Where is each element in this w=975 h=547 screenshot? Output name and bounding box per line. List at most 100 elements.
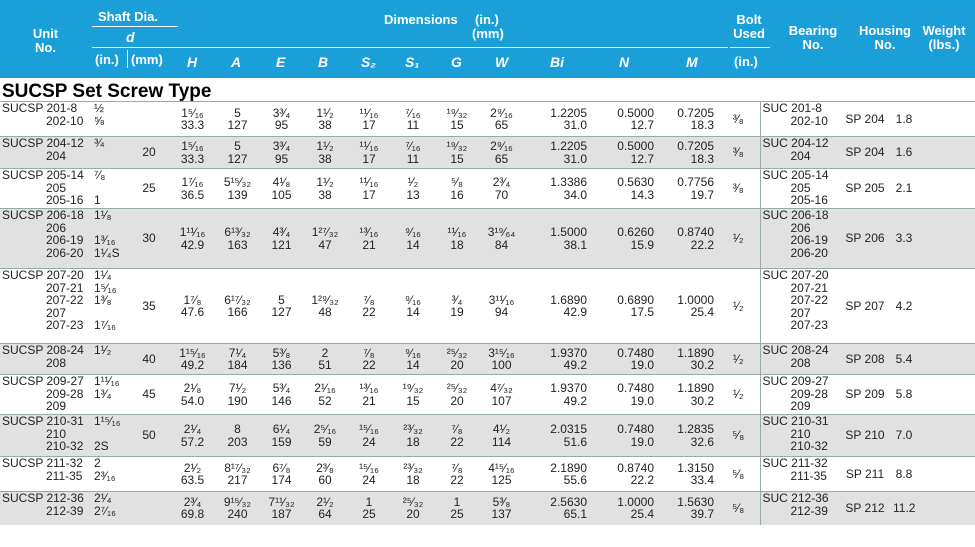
dim-a-cell: 5 127: [215, 101, 260, 137]
bolt-used: ⁵⁄₈: [732, 428, 745, 443]
weight-cell: 4.2: [893, 268, 915, 344]
bolt-used: ⁵⁄₈: [732, 466, 745, 481]
dim-s2-cell: ¹¹⁄₁₆ 17: [347, 168, 391, 209]
dim-b-value: 48: [318, 305, 332, 319]
bearing-no: 209: [790, 399, 811, 413]
table-row: SUCSP 201-8 202-10 ½ ⅝ 1⁵⁄₁₆ 33.3 5 127 3³⁄₄ 95 1¹…: [0, 101, 975, 137]
bolt-used: ¹⁄₂: [732, 387, 744, 402]
bearing-no: 210-32: [790, 439, 828, 453]
dim-h-cell: 2¹⁄₈ 54.0: [170, 374, 215, 415]
dim-m-cell: 1.5630 39.7: [657, 491, 717, 525]
dim-m-value: 32.6: [690, 434, 714, 449]
housing-no: SP 204: [845, 111, 885, 126]
dim-h-value: 42.9: [180, 237, 205, 252]
dim-n-value: 0.5000: [617, 139, 654, 153]
dim-e-value: 95: [274, 118, 289, 132]
col-m-header: M: [686, 54, 698, 70]
bearing-no-cell: SUC 201-8 202-10: [759, 101, 837, 137]
dim-h-value: 54.0: [180, 393, 205, 408]
dim-s1-cell: ²³⁄₃₂ 18: [391, 414, 435, 457]
dim-g-cell: ¹⁹⁄₃₂ 15: [435, 136, 479, 169]
dim-b-value: 1²⁷⁄₃₂: [311, 225, 339, 239]
shaft-dia-in: 1⁷⁄₁₆: [94, 318, 116, 332]
dim-h-cell: 1⁵⁄₁₆ 33.3: [170, 101, 215, 137]
bearing-no: 204: [790, 148, 811, 163]
dim-b-value: 1¹⁄₂: [316, 139, 334, 153]
dim-h-value: 2¹⁄₈: [183, 381, 202, 395]
shaft-in-mm-divider: [127, 50, 128, 68]
bolt-used: ¹⁄₂: [732, 231, 744, 246]
housing-no-cell: SP 204: [837, 136, 893, 169]
dim-b-value: 2¹⁄₁₆: [314, 381, 336, 395]
dim-e-value: 121: [271, 237, 292, 252]
dim-s2-value: 25: [362, 507, 376, 522]
dim-h-value: 2³⁄₄: [183, 494, 202, 509]
bearing-no-cell: SUC 208-24 208: [759, 343, 837, 375]
dim-m-cell: 0.7205 18.3: [657, 136, 717, 169]
dim-g-value: ¹¹⁄₁₆: [447, 225, 467, 239]
dim-e-value: 7¹¹⁄₃₂: [268, 494, 295, 509]
unit-no: 206-20: [46, 245, 84, 260]
dim-n-value: 0.5000: [617, 105, 654, 120]
row-end-cell: [915, 268, 975, 344]
weight: 1.6: [895, 145, 913, 160]
dim-n-value: 0.8740: [617, 460, 654, 475]
bolt-used: ³⁄₈: [732, 111, 744, 126]
dim-h-value: 2¹⁄₂: [183, 460, 202, 475]
housing-no-cell: SP 206: [837, 208, 893, 269]
dim-m-value: 30.2: [690, 393, 714, 408]
dim-h-value: 1⁷⁄₁₆: [181, 175, 204, 189]
dim-e-value: 5³⁄₄: [272, 381, 291, 395]
dim-b-cell: 2 51: [303, 343, 347, 375]
dim-m-value: 18.3: [690, 151, 714, 166]
dim-g-value: 15: [450, 151, 464, 166]
dim-m-value: 0.8740: [677, 225, 714, 239]
dim-b-cell: 2¹⁄₂ 64: [303, 491, 347, 525]
dim-bi-value: 1.6890: [550, 292, 587, 307]
dim-m-value: 19.7: [690, 187, 714, 202]
bolt-used-cell: ¹⁄₂: [717, 374, 760, 415]
dim-w-value: 3¹⁹⁄₆₄: [487, 225, 516, 239]
bearing-no: SUC 205-14: [762, 168, 829, 182]
dim-m-value: 0.7205: [677, 139, 714, 153]
bearing-no-cell: SUC 206-18 206 206-19 206-20: [759, 208, 837, 269]
dim-b-cell: 2¹⁄₁₆ 52: [303, 374, 347, 415]
dim-s2-cell: ¹³⁄₁₆ 21: [347, 374, 391, 415]
dim-w-cell: 4¹⁄₂ 114: [479, 414, 524, 457]
dim-n-value: 14.3: [630, 187, 654, 202]
dim-g-cell: ¹¹⁄₁₆ 18: [435, 208, 479, 269]
dim-s1-value: 18: [406, 434, 420, 449]
shaft-dia-in: 2³⁄₁₆: [94, 468, 116, 483]
dim-g-value: 15: [450, 118, 464, 132]
shaft-dia-in: ¾: [94, 136, 105, 150]
shaft-mm-cell: 25: [128, 168, 170, 209]
dim-bi-cell: 2.0315 51.6: [524, 414, 590, 457]
dim-a-value: 240: [227, 507, 248, 522]
weight-cell: 1.8: [893, 101, 915, 137]
dim-s2-value: ⁷⁄₈: [363, 345, 375, 360]
unit-no: SUCSP 204-12: [2, 136, 84, 150]
dim-s2-value: 21: [362, 393, 376, 408]
dim-b-value: 60: [318, 473, 332, 487]
table-body: SUCSP 201-8 202-10 ½ ⅝ 1⁵⁄₁₆ 33.3 5 127 3³⁄₄ 95 1¹…: [0, 101, 975, 525]
dim-g-cell: ⁵⁄₈ 16: [435, 168, 479, 209]
dim-g-cell: ²⁵⁄₃₂ 20: [435, 343, 479, 375]
weight-cell: 7.0: [893, 414, 915, 457]
dim-n-value: 0.6260: [617, 225, 654, 239]
dim-e-value: 105: [271, 187, 292, 202]
dim-e-value: 187: [271, 507, 292, 522]
dim-g-value: 25: [450, 507, 464, 522]
dim-g-value: 22: [450, 434, 464, 449]
dim-s1-value: ¹⁹⁄₃₂: [402, 381, 424, 395]
dim-e-value: 174: [271, 473, 292, 487]
dim-a-value: 9¹⁵⁄₃₂: [223, 494, 252, 509]
dim-b-value: 2³⁄₈: [316, 460, 334, 475]
col-w-header: W: [495, 54, 509, 70]
shaft-dia-mm: 40: [142, 351, 156, 366]
dim-g-value: 19: [450, 305, 464, 319]
dim-b-value: 1¹⁄₂: [316, 175, 334, 189]
dim-s1-value: ²³⁄₃₂: [403, 422, 423, 436]
dim-n-cell: 0.6260 15.9: [590, 208, 657, 269]
dim-b-value: 38: [318, 151, 332, 166]
dimensions-header: Dimensions: [384, 12, 458, 27]
